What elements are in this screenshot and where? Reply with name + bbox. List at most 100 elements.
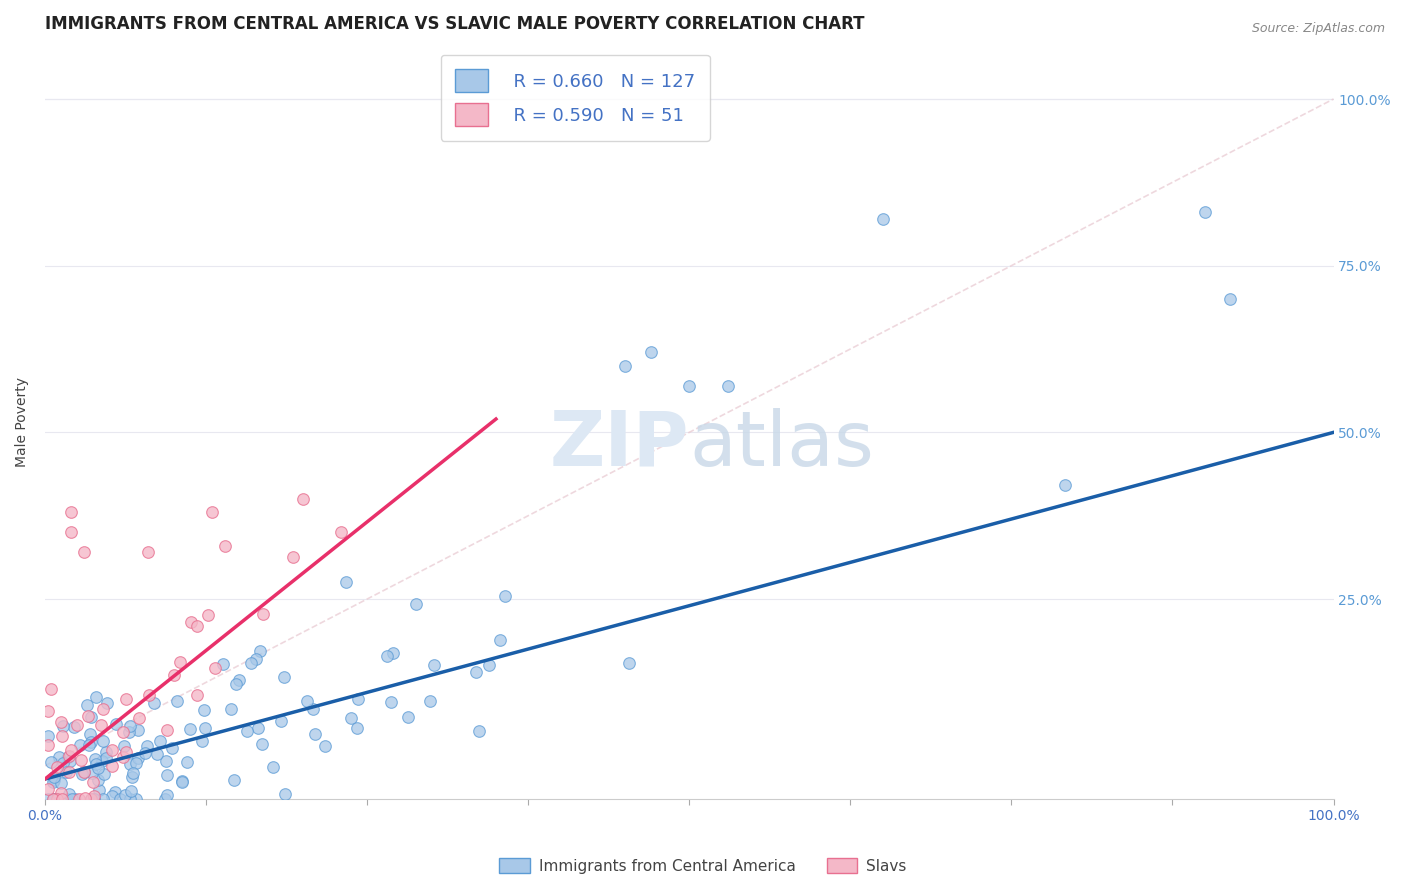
Point — [84, 690, 107, 705]
Point — [135, 739, 157, 753]
Point — [197, 607, 219, 622]
Point — [640, 345, 662, 359]
Point — [51, 792, 73, 806]
Point — [69, 738, 91, 752]
Point — [83, 789, 105, 804]
Point — [489, 632, 512, 647]
Point — [124, 792, 146, 806]
Point — [122, 765, 145, 780]
Point — [166, 694, 188, 708]
Point — [91, 792, 114, 806]
Point — [239, 657, 262, 671]
Point — [295, 694, 318, 708]
Point — [163, 667, 186, 681]
Point — [70, 753, 93, 767]
Text: IMMIGRANTS FROM CENTRAL AMERICA VS SLAVIC MALE POVERTY CORRELATION CHART: IMMIGRANTS FROM CENTRAL AMERICA VS SLAVI… — [45, 15, 865, 33]
Point — [90, 717, 112, 731]
Point — [172, 774, 194, 789]
Point — [678, 378, 700, 392]
Point — [872, 212, 894, 227]
Point — [83, 792, 105, 806]
Point — [249, 644, 271, 658]
Point — [62, 720, 84, 734]
Point — [58, 765, 80, 780]
Point — [156, 768, 179, 782]
Point — [104, 785, 127, 799]
Point — [118, 756, 141, 771]
Text: Source: ZipAtlas.com: Source: ZipAtlas.com — [1251, 22, 1385, 36]
Point — [82, 774, 104, 789]
Point — [94, 745, 117, 759]
Point — [274, 787, 297, 801]
Point — [193, 703, 215, 717]
Point — [84, 752, 107, 766]
Point — [225, 677, 247, 691]
Point — [104, 717, 127, 731]
Point — [45, 760, 67, 774]
Point — [617, 657, 640, 671]
Point — [59, 525, 82, 540]
Point — [89, 783, 111, 797]
Point — [37, 792, 59, 806]
Point — [176, 755, 198, 769]
Point — [127, 751, 149, 765]
Point — [55, 765, 77, 780]
Point — [37, 729, 59, 743]
Point — [80, 792, 103, 806]
Point — [114, 745, 136, 759]
Point — [91, 754, 114, 768]
Point — [79, 792, 101, 806]
Point — [91, 734, 114, 748]
Point — [330, 525, 353, 540]
Point — [346, 692, 368, 706]
Point — [273, 670, 295, 684]
Point — [120, 784, 142, 798]
Point — [101, 789, 124, 803]
Point — [201, 505, 224, 519]
Point — [340, 710, 363, 724]
Point — [717, 378, 740, 392]
Legend: Immigrants from Central America, Slavs: Immigrants from Central America, Slavs — [494, 852, 912, 880]
Point — [301, 702, 323, 716]
Point — [37, 782, 59, 797]
Point — [96, 696, 118, 710]
Point — [80, 765, 103, 780]
Point — [335, 574, 357, 589]
Point — [80, 735, 103, 749]
Point — [72, 545, 94, 559]
Point — [58, 749, 80, 764]
Point — [112, 739, 135, 753]
Point — [84, 757, 107, 772]
Point — [59, 743, 82, 757]
Point — [146, 747, 169, 762]
Point — [110, 792, 132, 806]
Point — [42, 775, 65, 789]
Point — [59, 505, 82, 519]
Point — [128, 710, 150, 724]
Point — [180, 615, 202, 630]
Point — [52, 719, 75, 733]
Point — [59, 754, 82, 768]
Point — [65, 718, 87, 732]
Point — [346, 722, 368, 736]
Point — [270, 714, 292, 728]
Point — [118, 792, 141, 806]
Point — [72, 765, 94, 780]
Text: atlas: atlas — [689, 408, 875, 482]
Point — [118, 725, 141, 739]
Legend:   R = 0.660   N = 127,   R = 0.590   N = 51: R = 0.660 N = 127, R = 0.590 N = 51 — [440, 54, 710, 141]
Point — [172, 774, 194, 789]
Point — [73, 791, 96, 805]
Point — [304, 727, 326, 741]
Point — [127, 723, 149, 737]
Point — [111, 749, 134, 764]
Point — [79, 726, 101, 740]
Point — [222, 772, 245, 787]
Point — [101, 759, 124, 773]
Point — [51, 729, 73, 743]
Point — [186, 688, 208, 702]
Point — [262, 760, 284, 774]
Point — [1053, 478, 1076, 492]
Point — [56, 749, 79, 764]
Point — [125, 756, 148, 771]
